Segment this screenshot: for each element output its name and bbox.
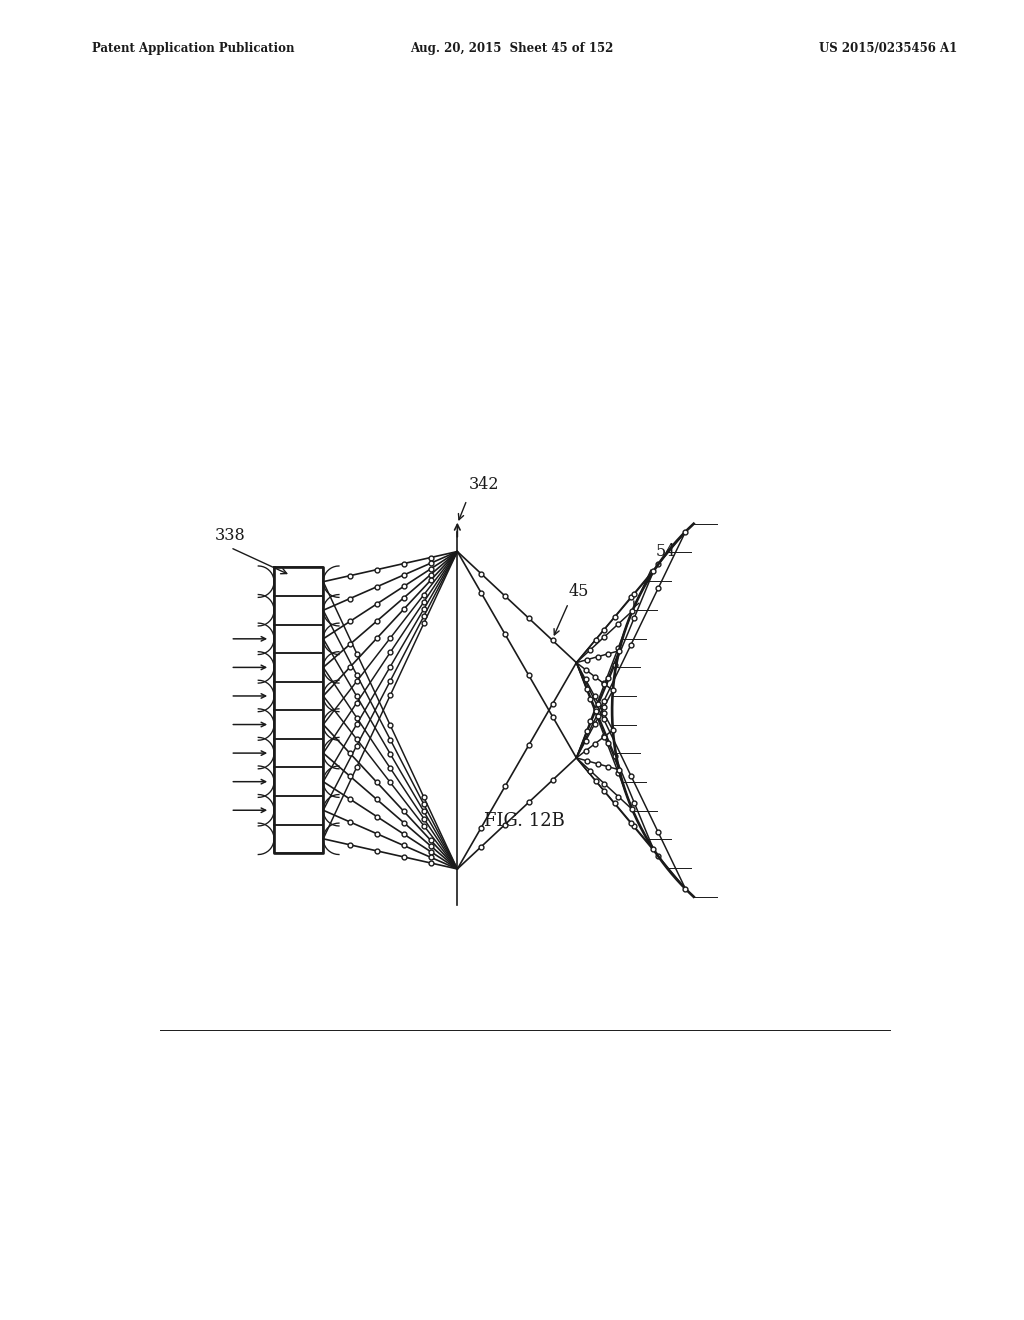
Text: US 2015/0235456 A1: US 2015/0235456 A1	[819, 42, 957, 55]
Text: 45: 45	[568, 582, 589, 599]
Text: 342: 342	[469, 475, 500, 492]
Text: 338: 338	[214, 527, 246, 544]
Text: Patent Application Publication: Patent Application Publication	[92, 42, 295, 55]
Text: 54: 54	[656, 543, 677, 560]
Text: Aug. 20, 2015  Sheet 45 of 152: Aug. 20, 2015 Sheet 45 of 152	[411, 42, 613, 55]
Text: FIG. 12B: FIG. 12B	[484, 812, 565, 830]
